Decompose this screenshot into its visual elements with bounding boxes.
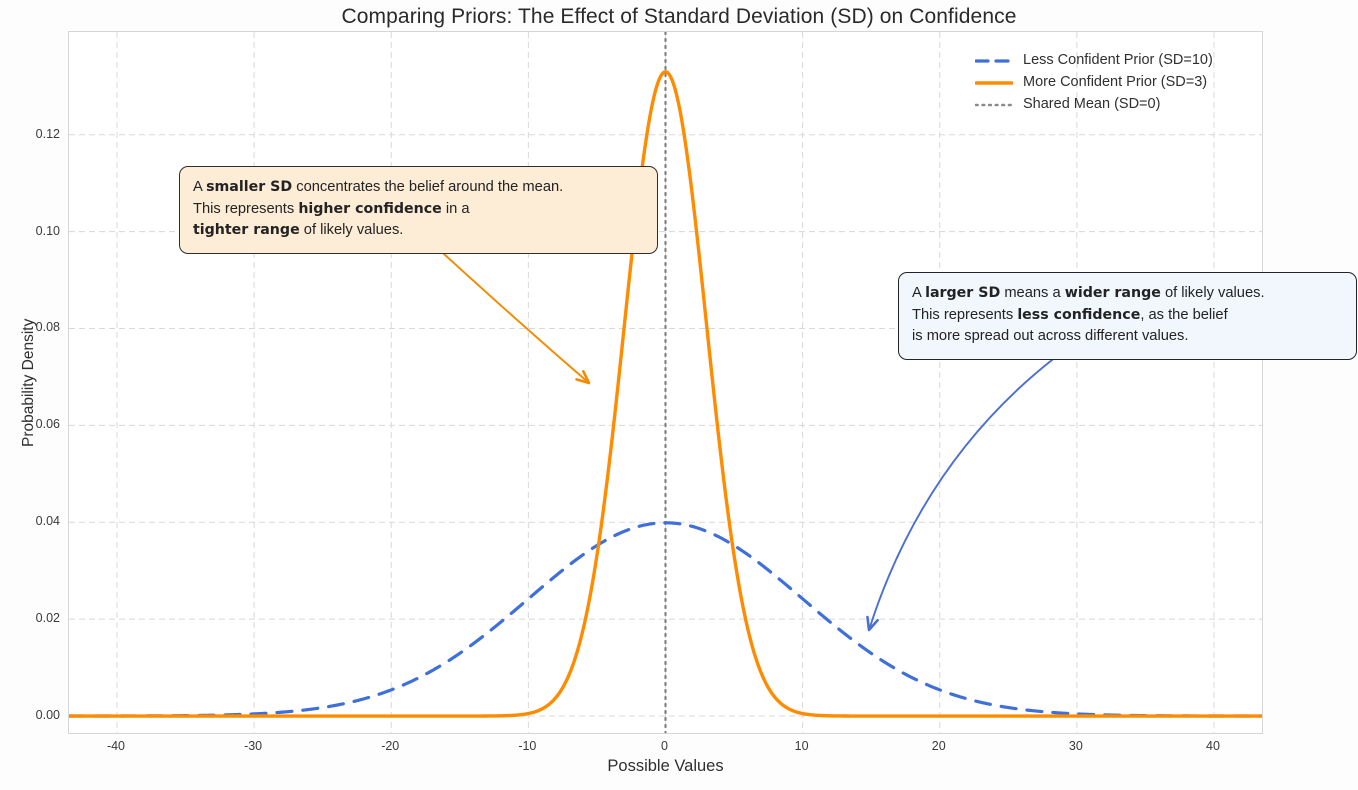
annotation-text: of likely values. [1160, 285, 1265, 301]
annotation-text: is more spread out across different valu… [912, 328, 1189, 345]
annotation-arrows [443, 253, 1062, 632]
annotation-line: is more spread out across different valu… [912, 326, 1343, 348]
x-tick-label: 30 [1068, 739, 1083, 753]
annotation-text: concentrates the belief around the mean. [292, 179, 564, 195]
x-tick-label: 0 [661, 739, 668, 753]
y-tick-label: 0.04 [35, 514, 60, 529]
orange-arrow-head [575, 370, 591, 385]
chart-title: Comparing Priors: The Effect of Standard… [341, 5, 1017, 28]
orange-annotation-box: A smaller SD concentrates the belief aro… [179, 166, 658, 254]
annotation-text: This represents [912, 306, 1018, 323]
x-tick-label: -40 [106, 739, 126, 753]
annotation-text: of likely values. [299, 222, 404, 239]
legend-label: Shared Mean (SD=0) [1023, 96, 1161, 112]
y-tick-label: 0.02 [35, 611, 60, 626]
legend[interactable]: Less Confident Prior (SD=10) More Confide… [974, 49, 1265, 115]
y-tick-label: 0.00 [35, 708, 60, 723]
x-tick-label: 40 [1206, 739, 1220, 753]
annotation-text: A [193, 179, 207, 195]
orange-annotation-arrow [443, 253, 590, 384]
x-axis-label: Possible Values [607, 757, 724, 775]
x-tick-label: -30 [244, 739, 263, 753]
annotation-emphasis: larger SD [925, 285, 1001, 301]
y-tick-label: 0.10 [35, 223, 60, 238]
annotation-line: This represents higher confidence in a [193, 199, 644, 221]
y-tick-label: 0.06 [35, 417, 60, 432]
annotation-emphasis: less confidence [1017, 306, 1141, 323]
plot-area[interactable] [68, 31, 1263, 734]
annotation-text: means a [1000, 285, 1065, 301]
y-axis-label-holder: Probability Density [12, 0, 42, 790]
annotation-text: This represents [193, 200, 299, 217]
curve-less-confident [69, 521, 1262, 718]
x-tick-label: -10 [518, 739, 537, 753]
legend-label: More Confident Prior (SD=3) [1023, 74, 1208, 90]
annotation-emphasis: wider range [1064, 285, 1161, 301]
annotation-text: , as the belief [1140, 306, 1228, 323]
annotation-line: A smaller SD concentrates the belief aro… [193, 177, 644, 199]
x-tick-label: 10 [794, 739, 809, 753]
annotation-emphasis: higher confidence [298, 200, 442, 217]
annotation-text: in a [441, 200, 470, 217]
legend-label: Less Confident Prior (SD=10) [1023, 52, 1213, 68]
annotation-line: A larger SD means a wider range of likel… [912, 283, 1343, 305]
x-tick-label: 20 [931, 739, 946, 753]
blue-arrow-head [866, 615, 879, 632]
annotation-emphasis: tighter range [193, 222, 300, 239]
annotation-emphasis: smaller SD [206, 179, 293, 195]
legend-swatch-icon [974, 54, 1014, 66]
annotation-text: A [912, 285, 926, 301]
legend-swatch-icon [974, 76, 1014, 88]
y-tick-label: 0.12 [35, 126, 60, 141]
annotation-line: This represents less confidence, as the … [912, 305, 1343, 327]
curve-more-confident [69, 70, 1262, 718]
plot-svg [69, 32, 1262, 733]
blue-annotation-box: A larger SD means a wider range of likel… [898, 272, 1357, 360]
y-tick-label: 0.08 [35, 320, 60, 335]
legend-item[interactable]: Shared Mean (SD=0) [974, 93, 1265, 115]
x-tick-label: -20 [381, 739, 400, 753]
legend-item[interactable]: More Confident Prior (SD=3) [974, 71, 1265, 93]
legend-swatch-icon [974, 98, 1014, 110]
annotation-line: tighter range of likely values. [193, 220, 644, 242]
blue-annotation-arrow [868, 352, 1062, 631]
series-curves [69, 70, 1262, 718]
legend-item[interactable]: Less Confident Prior (SD=10) [974, 49, 1265, 71]
